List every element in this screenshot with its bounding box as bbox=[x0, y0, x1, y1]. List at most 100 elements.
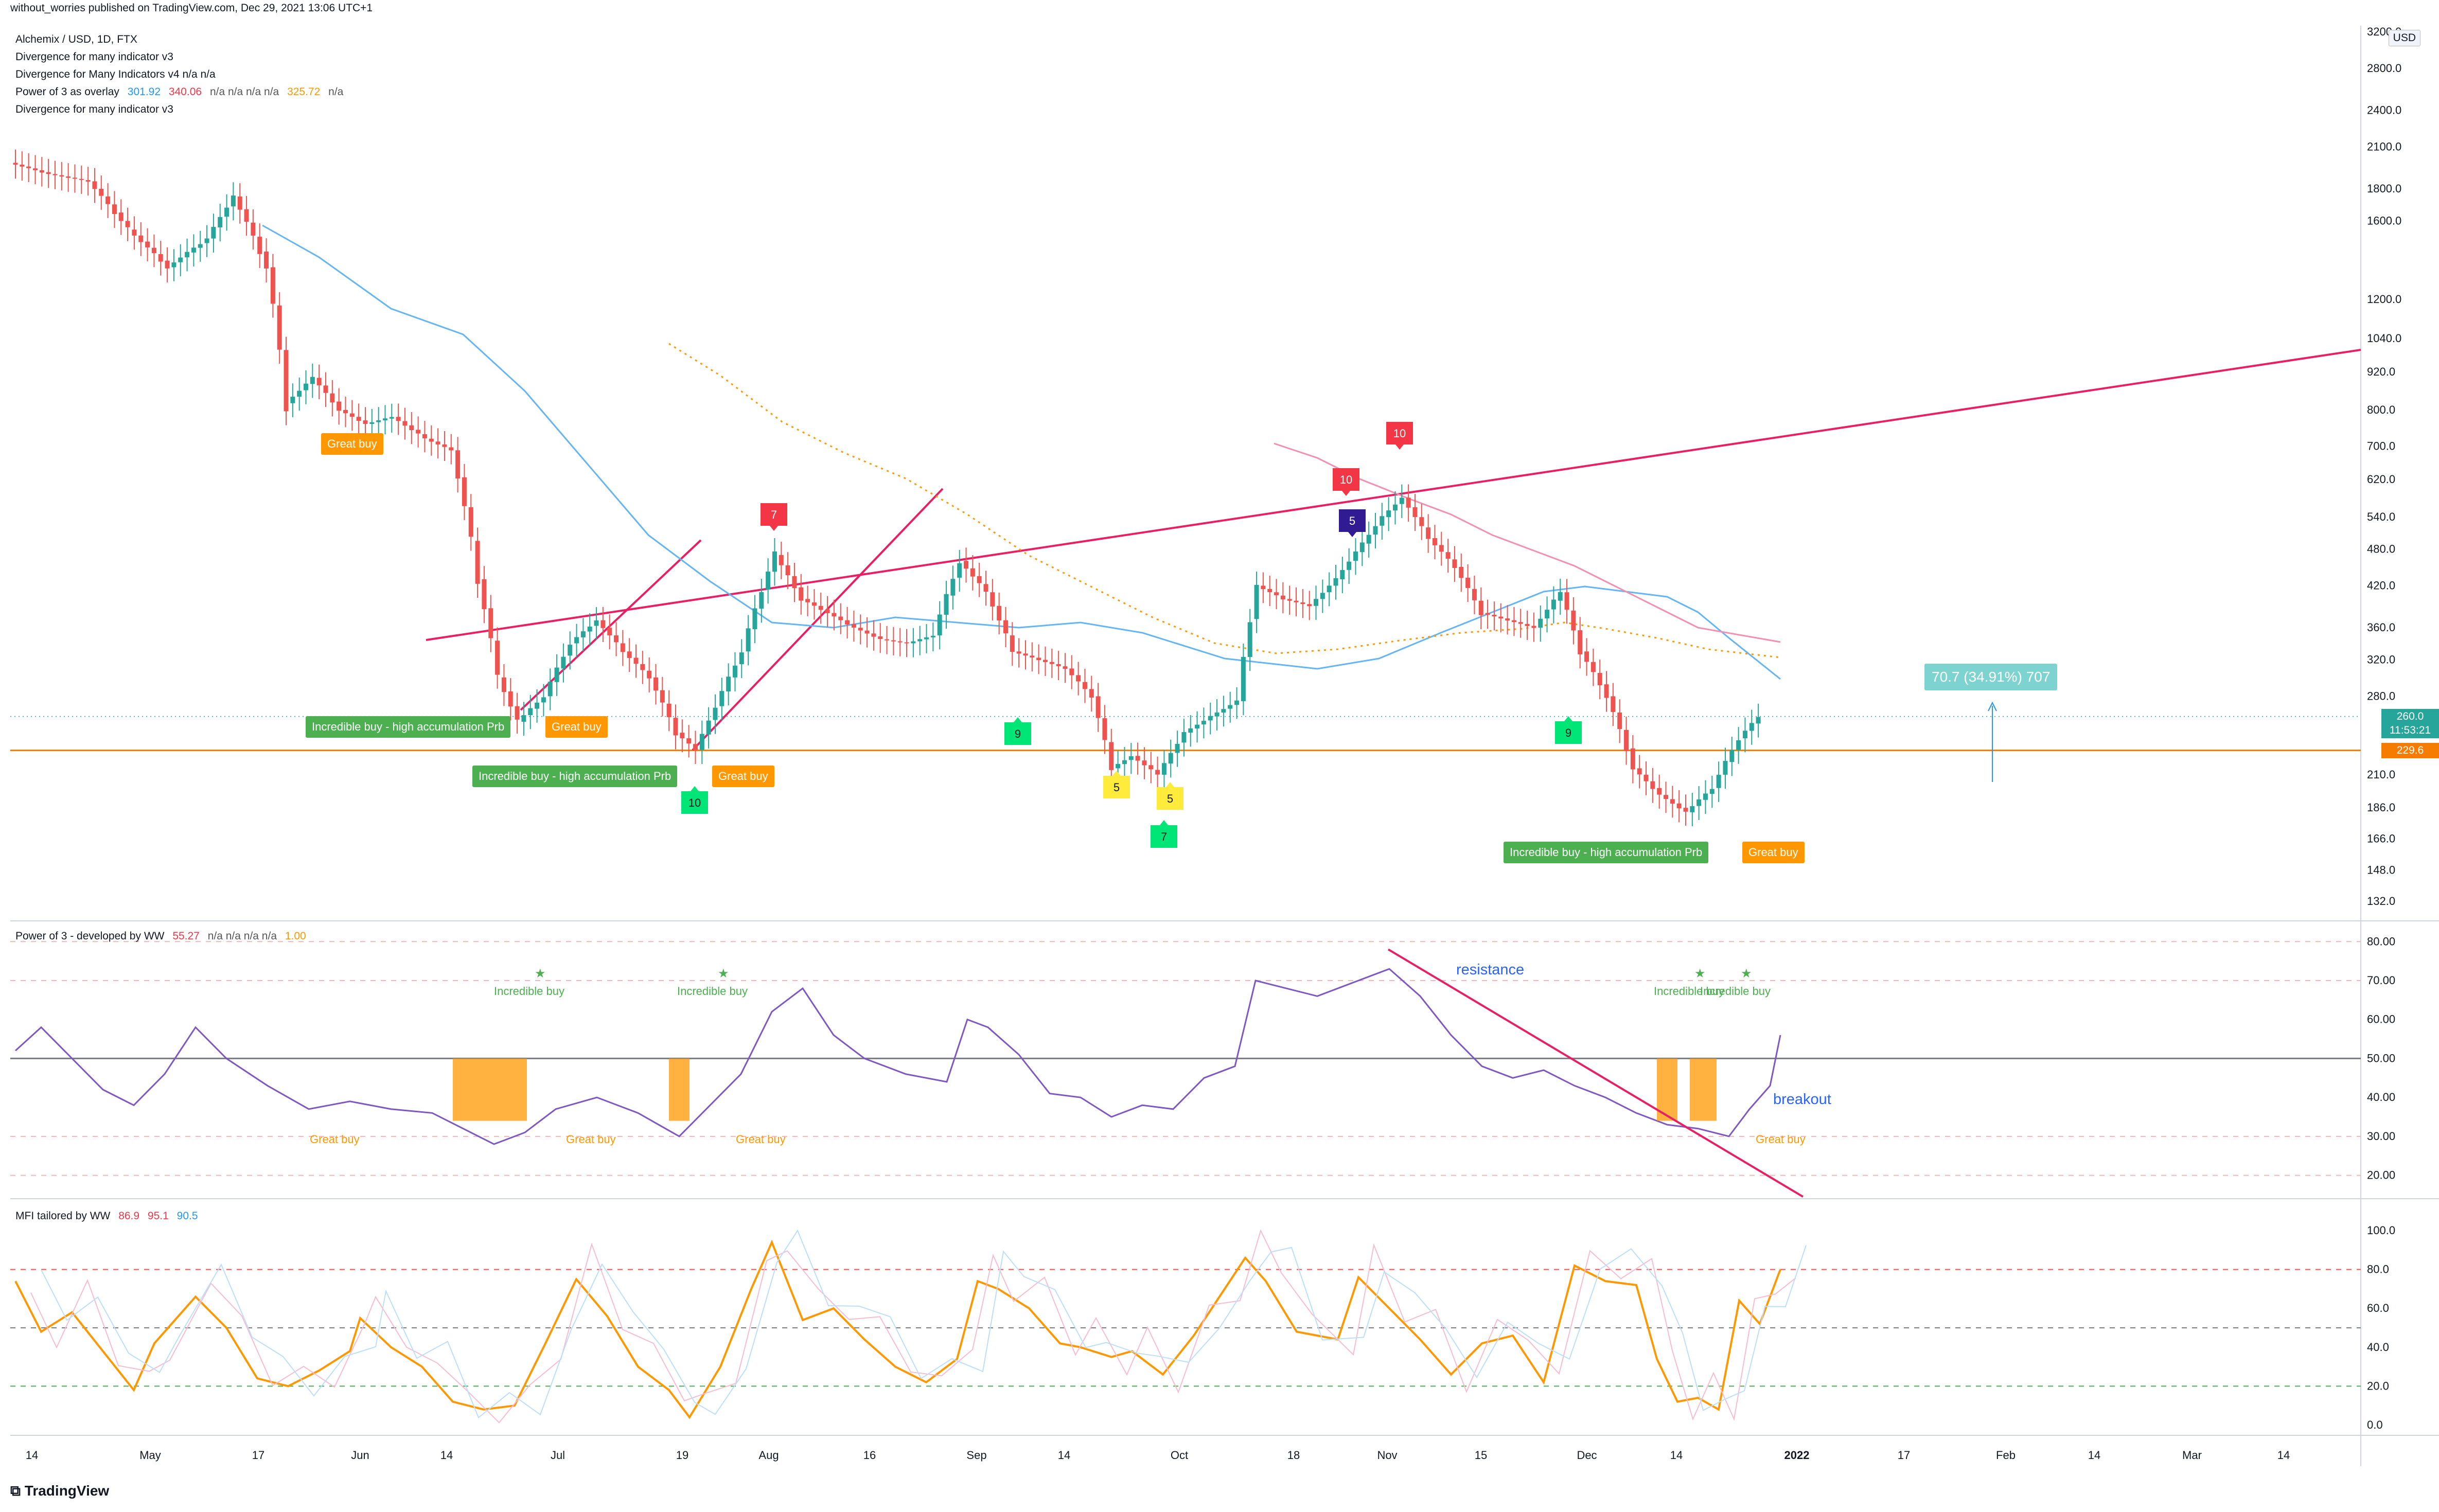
candle-body bbox=[752, 608, 757, 630]
candle-body bbox=[779, 555, 784, 565]
price-axis-tick: 2400.0 bbox=[2367, 103, 2401, 116]
candle-body bbox=[112, 204, 117, 214]
count-marker: 5 bbox=[1339, 509, 1366, 537]
sma-line bbox=[262, 224, 1781, 680]
candle-body bbox=[349, 413, 355, 417]
legend-line-1[interactable]: Divergence for many indicator v3 bbox=[15, 51, 173, 63]
count-marker-shape bbox=[1157, 782, 1183, 810]
incredible-star-icon: ★ bbox=[1741, 967, 1752, 981]
incredible-buy-label: Incredible buy bbox=[494, 985, 564, 998]
tradingview-logo[interactable]: ⧉ TradingView bbox=[10, 1483, 109, 1500]
price-axis-tick: 280.0 bbox=[2367, 689, 2395, 702]
candle-body bbox=[1082, 682, 1087, 689]
price-axis-tick: 540.0 bbox=[2367, 510, 2395, 523]
candle-body bbox=[1142, 760, 1147, 766]
power3-overlay-label: Power of 3 as overlay bbox=[15, 86, 119, 98]
candle-body bbox=[1756, 717, 1761, 724]
candle-body bbox=[185, 252, 190, 258]
candle-body bbox=[1287, 599, 1292, 601]
candle-body bbox=[977, 576, 982, 583]
logo-mark-icon: ⧉ bbox=[10, 1483, 25, 1499]
legend-power3-overlay[interactable]: Power of 3 as overlay 301.92 340.06 n/a … bbox=[15, 83, 348, 101]
rising-trendline bbox=[426, 349, 2361, 641]
candle-body bbox=[1545, 610, 1550, 619]
candle-body bbox=[1089, 689, 1094, 698]
power3-accumulation-bar bbox=[453, 1058, 527, 1121]
candle-body bbox=[726, 677, 731, 691]
candle-body bbox=[911, 641, 916, 644]
candle-body bbox=[145, 241, 150, 247]
power3-pane-title[interactable]: Power of 3 - developed by WW 55.27 n/a n… bbox=[15, 930, 311, 942]
candle-body bbox=[699, 734, 704, 750]
candle-body bbox=[39, 170, 44, 173]
candle-body bbox=[541, 697, 546, 703]
candle-body bbox=[983, 584, 988, 592]
price-axis-tick: 420.0 bbox=[2367, 579, 2395, 592]
power3-axis-tick: 40.00 bbox=[2367, 1091, 2395, 1104]
candle-body bbox=[515, 706, 520, 720]
candle-body bbox=[462, 477, 467, 506]
power3-overlay-v3: 325.72 bbox=[287, 86, 321, 98]
candle-body bbox=[851, 624, 856, 628]
power3-overlay-v2: 340.06 bbox=[168, 86, 202, 98]
candle-body bbox=[838, 616, 843, 620]
power3-na: n/a n/a n/a n/a bbox=[207, 930, 277, 942]
x-axis-tick: 17 bbox=[252, 1449, 264, 1462]
legend-line-2[interactable]: Divergence for Many Indicators v4 n/a n/… bbox=[15, 68, 216, 80]
candle-body bbox=[614, 635, 619, 643]
mfi-title-text: MFI tailored by WW bbox=[15, 1210, 111, 1222]
x-axis-tick: Oct bbox=[1171, 1449, 1188, 1462]
count-marker-label: 10 bbox=[1340, 473, 1352, 486]
candle-body bbox=[277, 305, 282, 350]
candle-body bbox=[32, 168, 38, 170]
count-marker: 7 bbox=[1151, 820, 1177, 848]
candle-body bbox=[897, 641, 903, 643]
power3-axis-tick: 70.00 bbox=[2367, 974, 2395, 987]
candle-body bbox=[739, 652, 744, 664]
candle-body bbox=[1742, 731, 1747, 739]
candle-body bbox=[79, 179, 84, 180]
price-range-measure[interactable]: 70.7 (34.91%) 707 bbox=[1924, 664, 2058, 690]
candles bbox=[13, 149, 1761, 827]
candle-body bbox=[1353, 552, 1358, 561]
candle-body bbox=[937, 614, 942, 636]
candle-body bbox=[284, 350, 289, 412]
candle-body bbox=[1478, 600, 1483, 615]
mfi-pane-title[interactable]: MFI tailored by WW 86.9 95.1 90.5 bbox=[15, 1210, 203, 1222]
candle-body bbox=[257, 237, 262, 254]
candle-body bbox=[1485, 613, 1490, 615]
candle-body bbox=[554, 667, 559, 682]
candle-body bbox=[92, 181, 97, 189]
candle-body bbox=[382, 418, 387, 421]
price-axis-tick: 1600.0 bbox=[2367, 214, 2401, 227]
candle-body bbox=[759, 592, 764, 609]
price-axis-tick: 620.0 bbox=[2367, 473, 2395, 486]
candle-body bbox=[1703, 793, 1708, 800]
mfi-signal-line-2 bbox=[41, 1229, 1807, 1419]
price-axis-tick: 480.0 bbox=[2367, 543, 2395, 556]
candle-body bbox=[885, 639, 890, 641]
candle-body bbox=[1558, 592, 1563, 601]
count-marker: 7 bbox=[761, 503, 787, 531]
candle-body bbox=[1181, 732, 1187, 743]
count-marker: 5 bbox=[1157, 782, 1183, 810]
price-axis-tick: 148.0 bbox=[2367, 863, 2395, 876]
candle-body bbox=[1280, 595, 1285, 600]
currency-badge[interactable]: USD bbox=[2388, 30, 2420, 46]
price-axis-tick: 132.0 bbox=[2367, 895, 2395, 908]
legend-symbol[interactable]: Alchemix / USD, 1D, FTX bbox=[15, 33, 137, 45]
legend-line-last[interactable]: Divergence for many indicator v3 bbox=[15, 103, 173, 115]
candle-body bbox=[475, 541, 480, 584]
candle-body bbox=[1128, 756, 1134, 760]
candle-body bbox=[297, 390, 302, 397]
x-axis-tick: Sep bbox=[966, 1449, 986, 1462]
candle-body bbox=[1241, 656, 1246, 701]
incredible-buy-label: Incredible buy bbox=[677, 985, 748, 998]
candle-body bbox=[1676, 803, 1682, 809]
candle-body bbox=[158, 254, 163, 262]
candle-body bbox=[1630, 748, 1635, 770]
candle-body bbox=[1261, 585, 1266, 590]
publisher-line: without_worries published on TradingView… bbox=[10, 2, 373, 14]
power3-line bbox=[14, 968, 1781, 1145]
